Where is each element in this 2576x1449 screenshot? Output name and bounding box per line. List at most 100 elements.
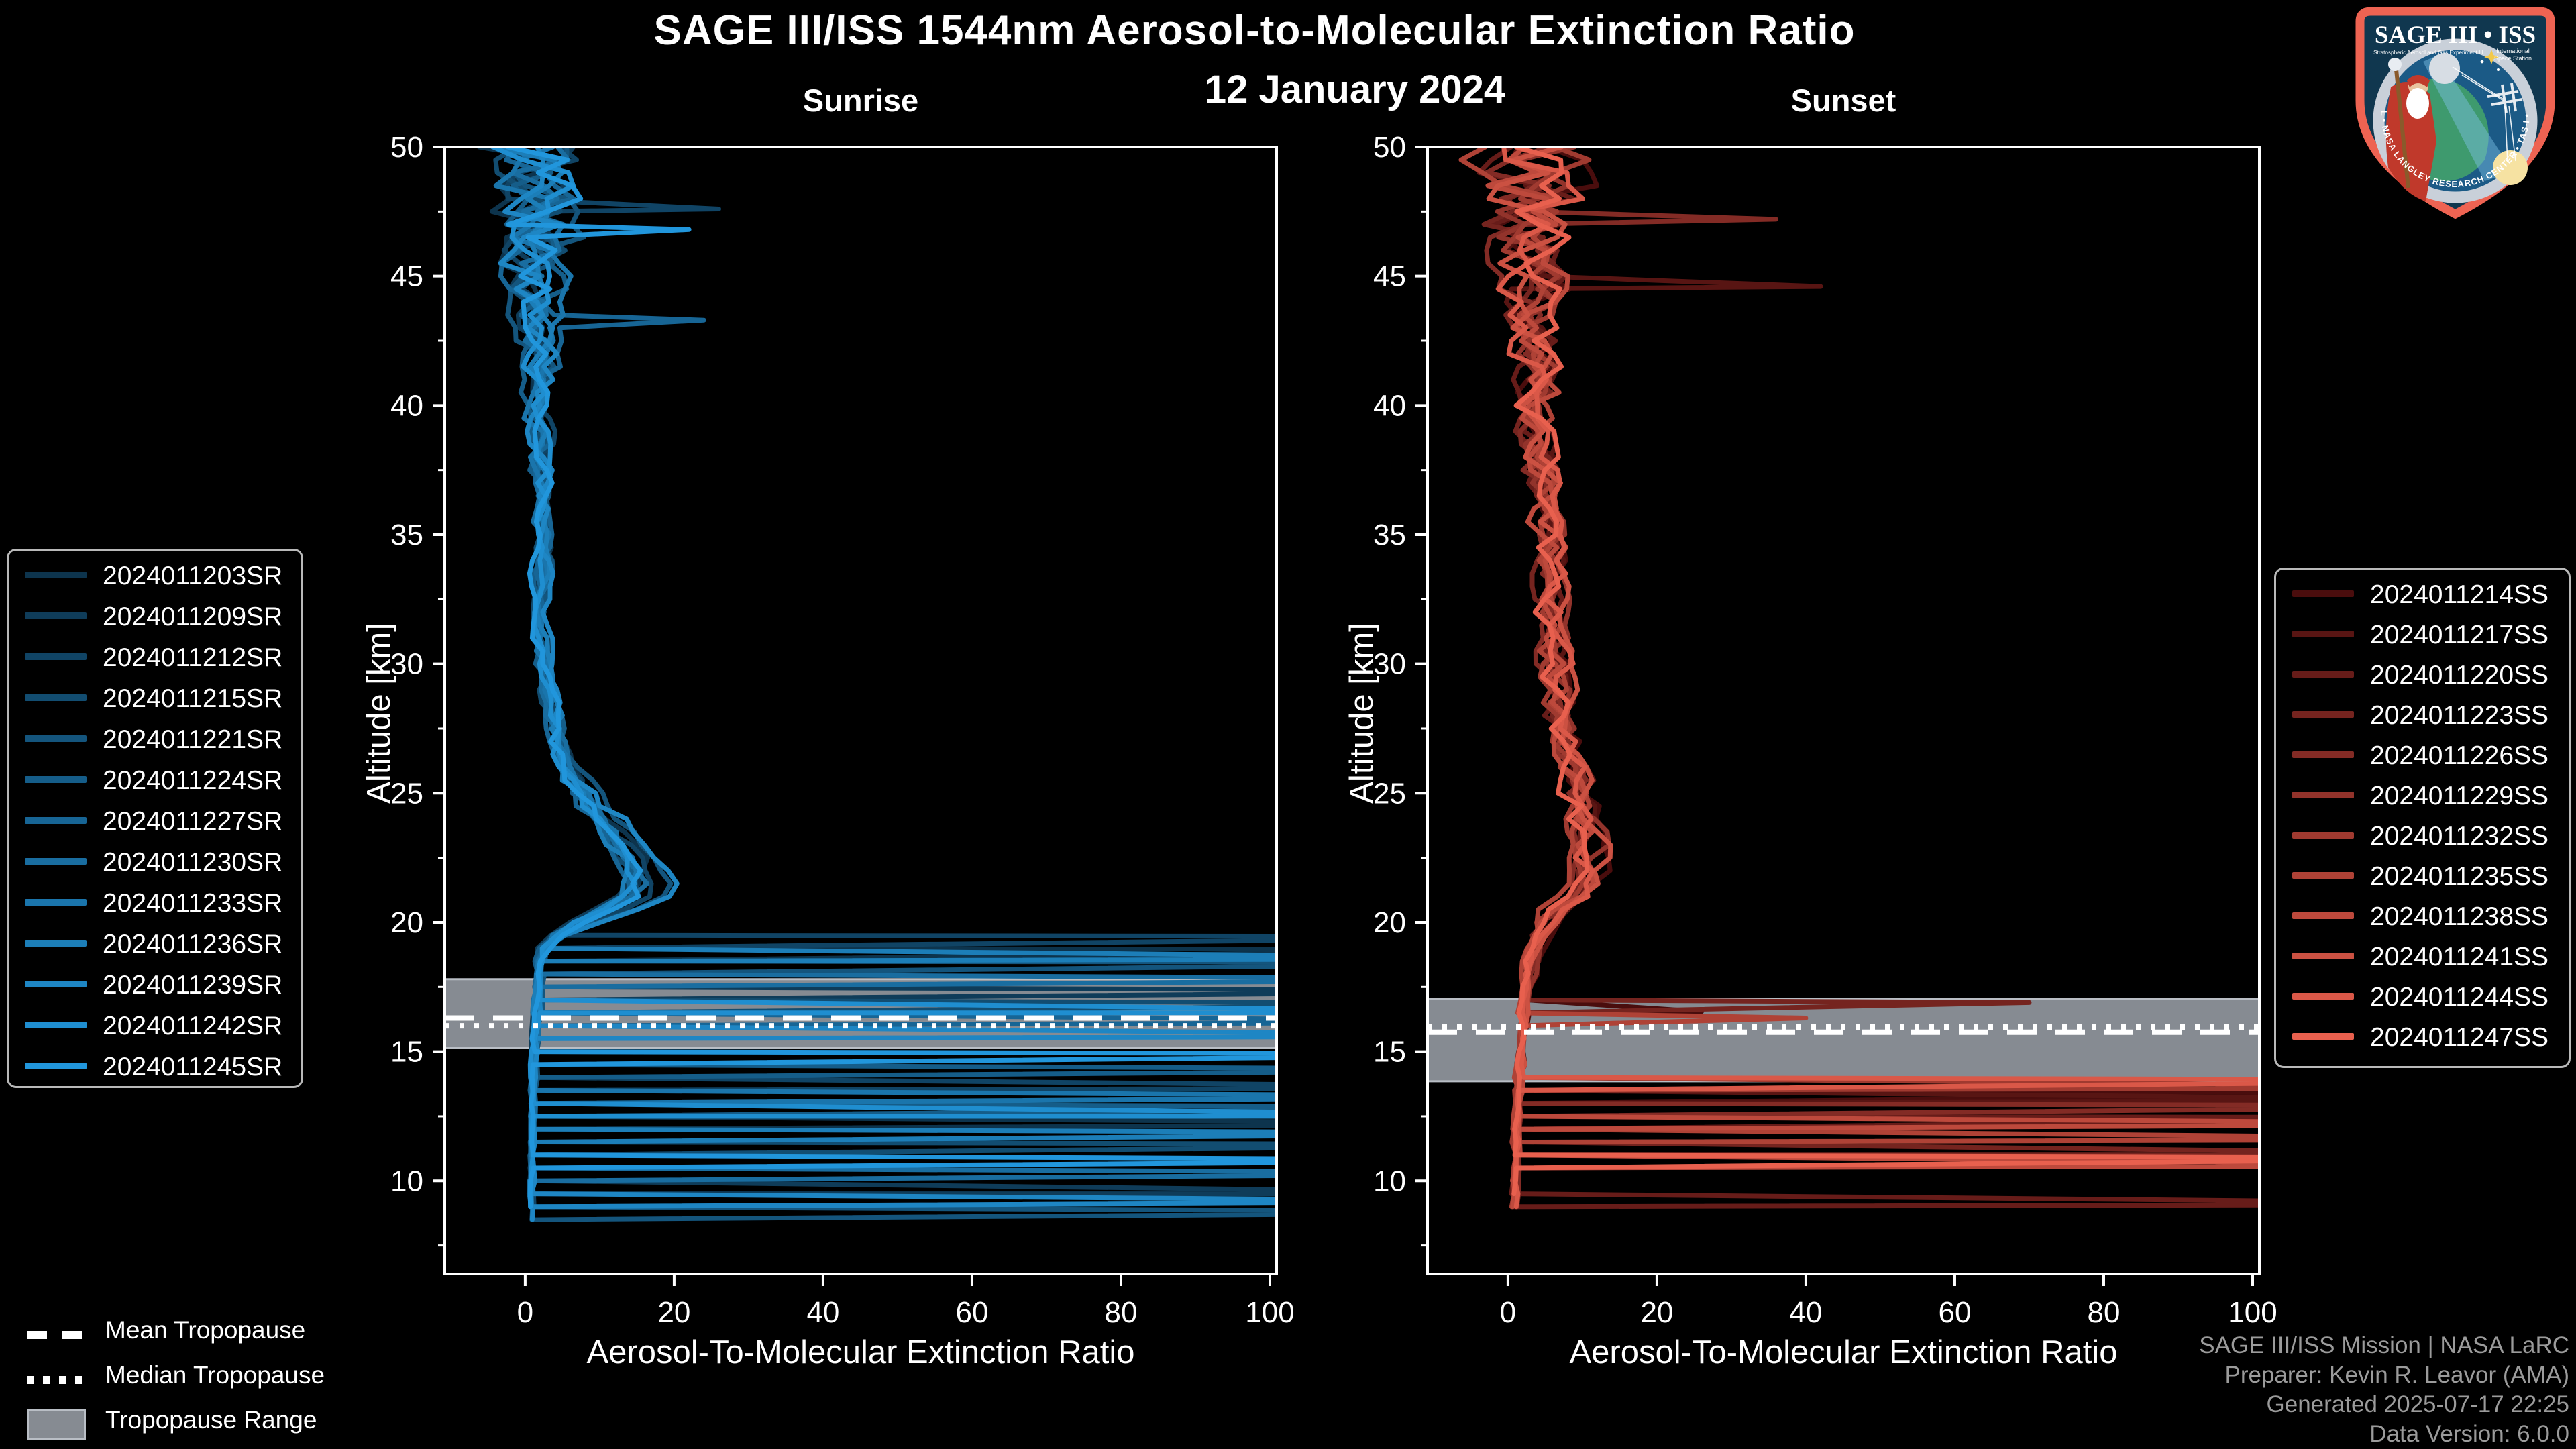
credits-block: SAGE III/ISS Mission | NASA LaRC Prepare… [2199, 1331, 2569, 1449]
legend-color-swatch [2292, 671, 2354, 678]
legend-event-label: 2024011245SR [103, 1053, 283, 1081]
x-tick-label: 0 [1500, 1296, 1516, 1329]
legend-color-swatch [2292, 993, 2354, 1000]
legend-event-label: 2024011209SR [103, 602, 283, 631]
mean-tropopause-dashed-line-swatch [27, 1331, 82, 1339]
panel-title-sunset: Sunset [1790, 83, 1896, 118]
legend-color-swatch [25, 817, 87, 824]
patch-moon [2429, 53, 2460, 84]
legend-row-2024011235SS: 2024011235SS [2276, 855, 2569, 896]
legend-row-2024011223SS: 2024011223SS [2276, 694, 2569, 735]
legend-row-2024011233SR: 2024011233SR [9, 882, 301, 922]
legend-event-label: 2024011221SR [103, 725, 283, 754]
patch-stars [2480, 50, 2500, 71]
legend-row-median-tropopause: Median Tropopause [0, 1353, 470, 1397]
legend-event-label: 2024011217SS [2370, 621, 2549, 649]
legend-event-label: 2024011233SR [103, 889, 283, 918]
legend-color-swatch [25, 612, 87, 619]
legend-event-label: 2024011242SR [103, 1012, 283, 1040]
legend-color-swatch [2292, 751, 2354, 758]
legend-color-swatch [2292, 832, 2354, 839]
legend-color-swatch [25, 858, 87, 865]
panel-title-sunrise: Sunrise [802, 83, 919, 118]
legend-event-label: 2024011226SS [2370, 741, 2549, 770]
x-axis-label-sunrise: Aerosol-To-Molecular Extinction Ratio [586, 1334, 1135, 1371]
credits-preparer: Preparer: Kevin R. Leavor (AMA) [2224, 1362, 2569, 1388]
sage-iii-iss-mission-patch-logo: SAGE III • ISS Stratospheric Aerosol and… [2343, 5, 2555, 219]
y-tick-label: 30 [1373, 648, 1406, 681]
legend-event-label: 2024011232SS [2370, 822, 2549, 851]
axes-frame [443, 146, 1278, 1275]
y-tick-label: 15 [390, 1036, 423, 1069]
y-tick-label: 10 [390, 1165, 423, 1197]
legend-event-label: 2024011230SR [103, 848, 283, 877]
plot-area-sunrise [445, 147, 1277, 1222]
legend-event-label: 2024011229SS [2370, 782, 2549, 810]
legend-color-swatch [25, 981, 87, 987]
tropopause-legend: Mean Tropopause Median Tropopause Tropop… [0, 1308, 470, 1449]
legend-event-label: 2024011244SS [2370, 983, 2549, 1012]
legend-row-2024011226SS: 2024011226SS [2276, 735, 2569, 775]
legend-color-swatch [2292, 792, 2354, 798]
legend-row-2024011232SS: 2024011232SS [2276, 815, 2569, 855]
legend-sunrise-events: 2024011203SR 2024011209SR 2024011212SR 2024… [7, 549, 303, 1088]
legend-event-label: 2024011224SR [103, 766, 283, 795]
legend-color-swatch [25, 899, 87, 906]
x-tick-label: 20 [1640, 1296, 1673, 1329]
x-tick-label: 100 [2228, 1296, 2277, 1329]
legend-color-swatch [25, 776, 87, 783]
legend-event-label: 2024011215SR [103, 684, 283, 713]
patch-title: SAGE III • ISS [2375, 21, 2536, 49]
legend-row-2024011215SR: 2024011215SR [9, 678, 301, 718]
legend-row-2024011212SR: 2024011212SR [9, 637, 301, 677]
median-tropopause-dotted-line-swatch [27, 1376, 82, 1384]
x-tick-label: 0 [517, 1296, 533, 1329]
y-tick-label: 45 [390, 260, 423, 293]
x-tick-label: 20 [657, 1296, 690, 1329]
plot-area-sunset [1428, 147, 2259, 1210]
x-axis-label-sunset: Aerosol-To-Molecular Extinction Ratio [1569, 1334, 2118, 1371]
legend-color-swatch [25, 694, 87, 701]
legend-color-swatch [25, 572, 87, 578]
legend-row-2024011220SS: 2024011220SS [2276, 654, 2569, 694]
legend-row-2024011221SR: 2024011221SR [9, 718, 301, 759]
x-tick-label: 100 [1245, 1296, 1294, 1329]
y-tick-label: 50 [1373, 131, 1406, 164]
legend-event-label: 2024011227SR [103, 807, 283, 836]
patch-sun [2493, 150, 2528, 185]
x-tick-label: 40 [1789, 1296, 1822, 1329]
credits-data-version: Data Version: 6.0.0 [2369, 1421, 2569, 1447]
legend-event-label: 2024011238SS [2370, 902, 2549, 931]
y-tick-label: 30 [390, 648, 423, 681]
legend-row-2024011245SR: 2024011245SR [9, 1046, 301, 1086]
legend-color-swatch [2292, 953, 2354, 959]
legend-row-2024011239SR: 2024011239SR [9, 964, 301, 1004]
legend-color-swatch [2292, 711, 2354, 718]
y-tick-label: 20 [1373, 906, 1406, 939]
credits-mission: SAGE III/ISS Mission | NASA LaRC [2199, 1332, 2569, 1358]
x-tick-label: 40 [806, 1296, 839, 1329]
profile-line-2024011245SR [505, 147, 1277, 1210]
legend-event-label: 2024011236SR [103, 930, 283, 959]
x-tick-label: 60 [955, 1296, 988, 1329]
legend-event-label: 2024011212SR [103, 643, 283, 672]
x-tick-label: 60 [1938, 1296, 1971, 1329]
legend-event-label: 2024011239SR [103, 971, 283, 1000]
legend-row-2024011217SS: 2024011217SS [2276, 614, 2569, 654]
legend-row-tropopause-range: Tropopause Range [0, 1398, 470, 1442]
legend-event-label: 2024011235SS [2370, 862, 2549, 891]
patch-sight-lines [2452, 66, 2516, 163]
patch-subtitle-right-2: Space Station [2494, 55, 2532, 62]
legend-event-label: 2024011223SS [2370, 701, 2549, 730]
mean-tropopause-label: Mean Tropopause [105, 1316, 306, 1344]
y-tick-label: 15 [1373, 1036, 1406, 1069]
y-tick-label: 40 [390, 389, 423, 422]
legend-color-swatch [2292, 912, 2354, 919]
legend-color-swatch [2292, 590, 2354, 597]
legend-event-label: 2024011241SS [2370, 943, 2549, 971]
x-tick-label: 80 [1105, 1296, 1138, 1329]
legend-event-label: 2024011214SS [2370, 580, 2549, 609]
axes-frame [1426, 146, 2261, 1275]
y-tick-label: 50 [390, 131, 423, 164]
patch-sage-wizard [2385, 58, 2436, 201]
